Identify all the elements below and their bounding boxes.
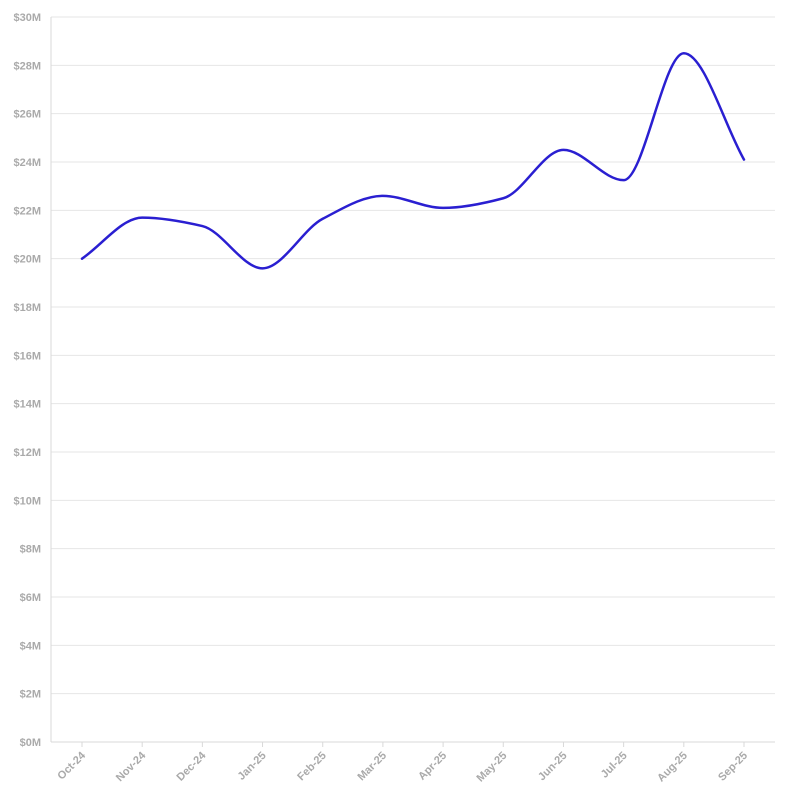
y-tick-label: $26M	[13, 109, 41, 121]
x-tick-label: Mar-25	[355, 750, 389, 784]
x-tick-label: Jun-25	[536, 750, 570, 784]
y-tick-label: $18M	[13, 302, 41, 314]
y-tick-label: $12M	[13, 447, 41, 459]
x-tick-label: May-25	[475, 750, 510, 785]
y-axis-ticks: $0M $2M $4M $6M $8M $10M $12M $14M $16M $18M $20M $…	[13, 12, 41, 749]
series-line	[80, 52, 746, 270]
x-tick-label: Feb-25	[295, 750, 329, 784]
x-tick-label: Jul-25	[599, 750, 630, 781]
y-tick-label: $22M	[13, 205, 41, 217]
x-tick-label: Jan-25	[236, 750, 269, 783]
y-tick-label: $20M	[13, 254, 41, 266]
x-tick-label: Sep-25	[716, 750, 750, 784]
x-tick-label: Oct-24	[55, 749, 88, 782]
x-tick-label: Apr-25	[416, 750, 449, 783]
x-tick-label: Nov-24	[114, 749, 149, 784]
y-tick-label: $4M	[20, 640, 41, 652]
x-tick-label: Dec-24	[174, 749, 209, 784]
y-tick-label: $30M	[13, 12, 41, 24]
x-axis-ticks: Oct-24 Nov-24 Dec-24 Jan-25 Feb-25 Mar-25 Apr-…	[55, 742, 750, 784]
y-tick-label: $0M	[20, 737, 41, 749]
y-tick-label: $2M	[20, 689, 41, 701]
y-tick-label: $14M	[13, 399, 41, 411]
y-tick-label: $16M	[13, 350, 41, 362]
y-tick-label: $10M	[13, 495, 41, 507]
y-tick-label: $28M	[13, 60, 41, 72]
series-layer	[80, 52, 746, 270]
grid-layer	[50, 16, 775, 743]
y-tick-label: $8M	[20, 544, 41, 556]
y-tick-label: $24M	[13, 157, 41, 169]
x-tick-label: Aug-25	[655, 750, 690, 785]
y-tick-label: $6M	[20, 592, 41, 604]
